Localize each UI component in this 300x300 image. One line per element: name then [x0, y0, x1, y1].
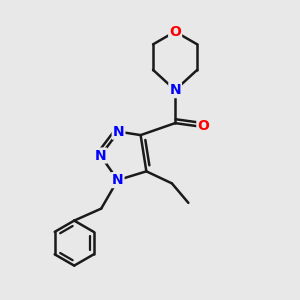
Text: N: N	[112, 173, 124, 187]
Text: O: O	[197, 119, 209, 133]
Text: N: N	[95, 148, 106, 163]
Text: N: N	[113, 124, 124, 139]
Text: O: O	[169, 25, 181, 39]
Text: N: N	[169, 83, 181, 97]
